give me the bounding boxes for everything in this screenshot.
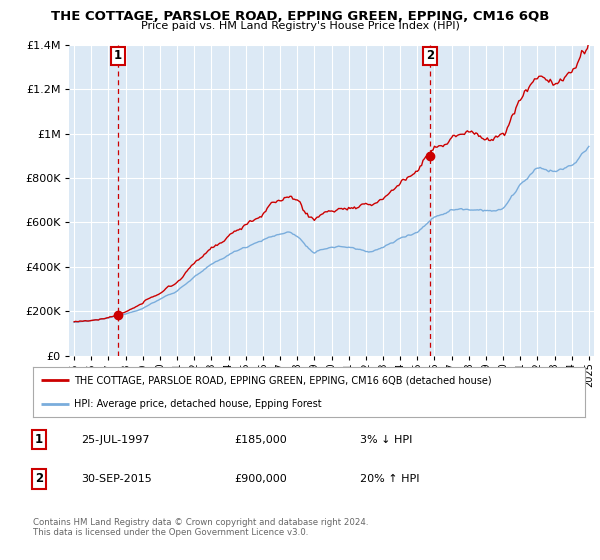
Text: 1: 1 [35,433,43,446]
Text: Contains HM Land Registry data © Crown copyright and database right 2024.
This d: Contains HM Land Registry data © Crown c… [33,518,368,538]
Text: £185,000: £185,000 [234,435,287,445]
Text: Price paid vs. HM Land Registry's House Price Index (HPI): Price paid vs. HM Land Registry's House … [140,21,460,31]
Text: £900,000: £900,000 [234,474,287,484]
Text: 30-SEP-2015: 30-SEP-2015 [81,474,152,484]
Text: 2: 2 [35,472,43,486]
Text: 3% ↓ HPI: 3% ↓ HPI [360,435,412,445]
Text: HPI: Average price, detached house, Epping Forest: HPI: Average price, detached house, Eppi… [74,399,322,409]
Text: 2: 2 [426,49,434,63]
Text: THE COTTAGE, PARSLOE ROAD, EPPING GREEN, EPPING, CM16 6QB (detached house): THE COTTAGE, PARSLOE ROAD, EPPING GREEN,… [74,375,492,385]
Text: 20% ↑ HPI: 20% ↑ HPI [360,474,419,484]
Text: THE COTTAGE, PARSLOE ROAD, EPPING GREEN, EPPING, CM16 6QB: THE COTTAGE, PARSLOE ROAD, EPPING GREEN,… [51,10,549,23]
Text: 1: 1 [114,49,122,63]
Text: 25-JUL-1997: 25-JUL-1997 [81,435,149,445]
